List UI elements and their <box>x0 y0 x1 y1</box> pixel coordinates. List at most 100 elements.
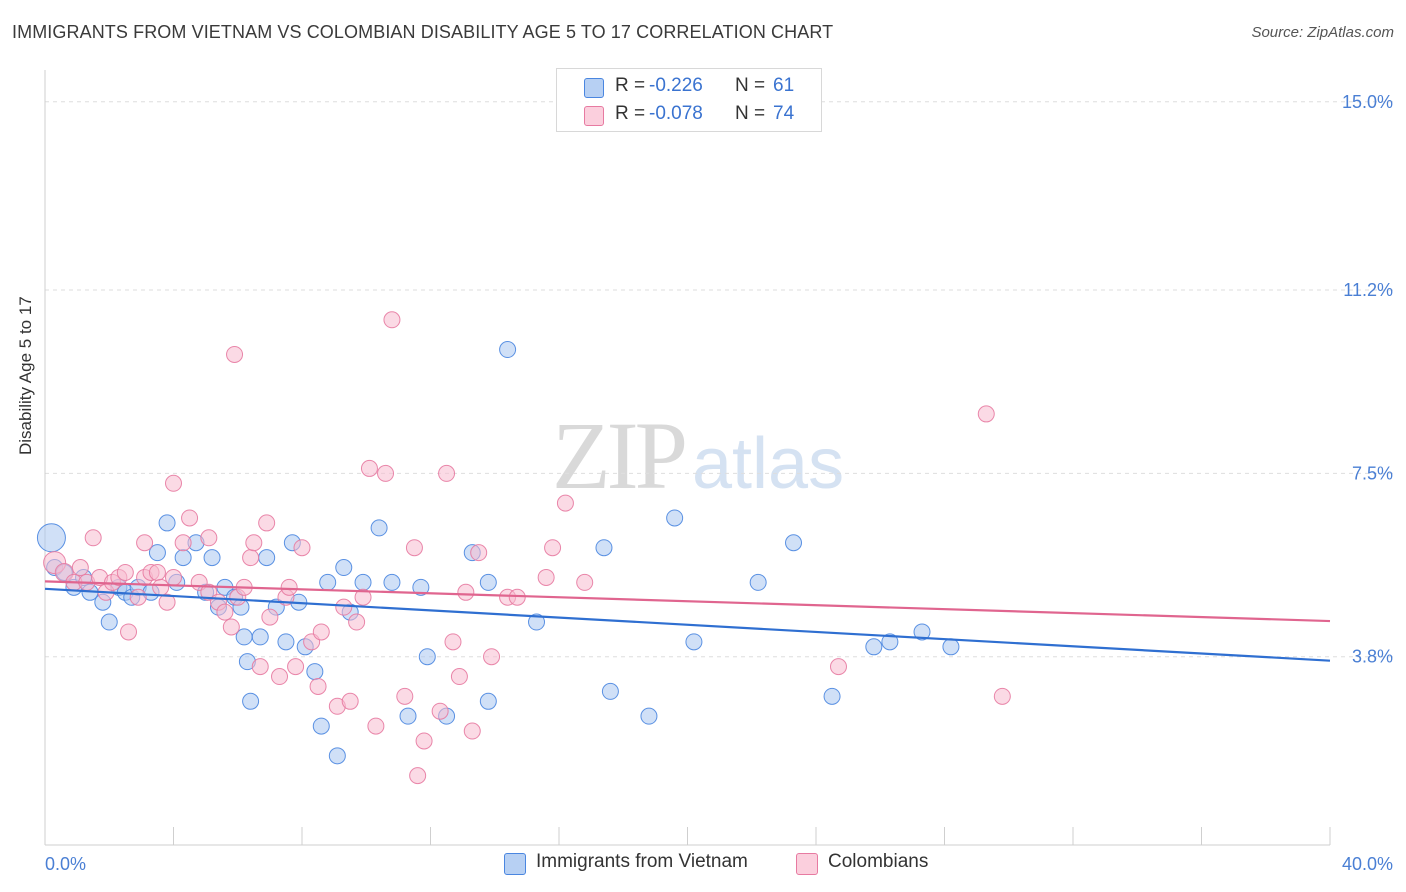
data-point-vietnam <box>499 341 517 359</box>
data-point-colombians <box>129 588 147 606</box>
data-point-colombians <box>556 494 574 512</box>
watermark-atlas: atlas <box>692 424 845 504</box>
chart-title: IMMIGRANTS FROM VIETNAM VS COLOMBIAN DIS… <box>12 22 834 42</box>
data-point-colombians <box>309 677 327 695</box>
data-point-colombians <box>216 603 234 621</box>
data-point-vietnam <box>418 648 436 666</box>
data-point-colombians <box>222 618 240 636</box>
n-label: N = <box>735 103 766 124</box>
data-point-vietnam <box>251 628 269 646</box>
data-point-colombians <box>71 559 89 577</box>
data-point-colombians <box>84 529 102 547</box>
data-point-colombians <box>181 509 199 527</box>
data-point-colombians <box>348 613 366 631</box>
data-point-colombians <box>271 668 289 686</box>
data-point-colombians <box>377 464 395 482</box>
r-label: R = <box>615 75 646 96</box>
data-point-vietnam <box>312 717 330 735</box>
data-point-vietnam <box>258 549 276 567</box>
data-point-vietnam <box>148 544 166 562</box>
data-point-colombians <box>444 633 462 651</box>
data-point-colombians <box>438 464 456 482</box>
legend-label-colombians: Colombians <box>828 851 929 872</box>
data-point-vietnam <box>370 519 388 537</box>
data-point-colombians <box>544 539 562 557</box>
trend-line-colombians <box>44 580 1331 623</box>
data-point-colombians <box>508 588 526 606</box>
data-point-vietnam <box>354 573 372 591</box>
data-point-colombians <box>165 474 182 492</box>
watermark: ZIP atlas <box>552 400 844 511</box>
legend-swatch-vietnam <box>504 853 526 875</box>
stats-legend-row-vietnam: R = -0.226 N = 61 <box>557 72 821 100</box>
data-point-vietnam <box>174 549 192 567</box>
data-point-colombians <box>367 717 385 735</box>
data-point-vietnam <box>399 707 417 725</box>
data-point-colombians <box>116 563 134 581</box>
data-point-vietnam <box>306 663 324 681</box>
stats-legend-row-colombians: R = -0.078 N = 74 <box>557 100 821 128</box>
data-point-vietnam <box>319 573 337 591</box>
data-point-colombians <box>200 529 218 547</box>
data-point-vietnam <box>666 509 684 527</box>
data-point-colombians <box>280 578 298 596</box>
data-point-colombians <box>226 345 244 363</box>
data-point-colombians <box>120 623 138 641</box>
data-point-vietnam <box>328 747 346 765</box>
r-label: R = <box>615 103 646 124</box>
data-point-colombians <box>405 539 423 557</box>
data-point-vietnam <box>100 613 118 631</box>
data-point-vietnam <box>942 638 960 656</box>
data-point-vietnam <box>749 573 767 591</box>
n-label: N = <box>735 75 766 96</box>
data-point-colombians <box>463 722 481 740</box>
data-point-colombians <box>158 593 176 611</box>
data-point-colombians <box>293 539 311 557</box>
legend-swatch-colombians <box>796 853 818 875</box>
data-point-vietnam <box>865 638 883 656</box>
y-tick-label: 11.2% <box>1343 280 1393 300</box>
data-point-colombians <box>258 514 276 532</box>
data-point-colombians <box>576 573 594 591</box>
data-point-colombians <box>396 687 414 705</box>
legend-swatch-vietnam <box>584 78 604 98</box>
data-point-colombians <box>537 568 555 586</box>
data-point-vietnam <box>242 692 260 710</box>
x-tick-label: 0.0% <box>45 854 86 874</box>
y-tick-label: 15.0% <box>1342 92 1393 112</box>
data-point-vietnam <box>823 687 841 705</box>
data-point-vietnam <box>685 633 703 651</box>
data-point-vietnam <box>601 682 619 700</box>
data-point-vietnam <box>335 559 353 577</box>
data-point-colombians <box>335 598 353 616</box>
data-point-colombians <box>165 568 182 586</box>
data-point-colombians <box>261 608 279 626</box>
data-point-colombians <box>993 687 1011 705</box>
data-point-vietnam <box>479 692 497 710</box>
legend-swatch-colombians <box>584 106 604 126</box>
y-tick-label: 7.5% <box>1352 463 1393 483</box>
data-point-colombians <box>450 668 468 686</box>
data-point-vietnam <box>203 549 221 567</box>
data-point-vietnam <box>881 633 899 651</box>
trend-line-vietnam <box>44 587 1331 662</box>
data-point-colombians <box>829 658 847 676</box>
data-point-colombians <box>245 534 263 552</box>
data-point-colombians <box>287 658 305 676</box>
data-point-vietnam <box>528 613 546 631</box>
x-tick-label: 40.0% <box>1342 854 1393 874</box>
data-point-colombians <box>341 692 359 710</box>
data-point-colombians <box>242 549 260 567</box>
data-point-colombians <box>354 588 372 606</box>
data-point-colombians <box>409 767 427 785</box>
data-point-colombians <box>470 544 488 562</box>
data-point-colombians <box>457 583 475 601</box>
legend-label-vietnam: Immigrants from Vietnam <box>536 851 748 872</box>
data-point-colombians <box>148 563 166 581</box>
data-point-colombians <box>383 311 401 329</box>
data-point-colombians <box>312 623 330 641</box>
stats-legend: R = -0.226 N = 61 R = -0.078 N = 74 <box>556 68 822 132</box>
r-value: -0.226 <box>649 75 703 96</box>
data-point-vietnam <box>785 534 803 552</box>
